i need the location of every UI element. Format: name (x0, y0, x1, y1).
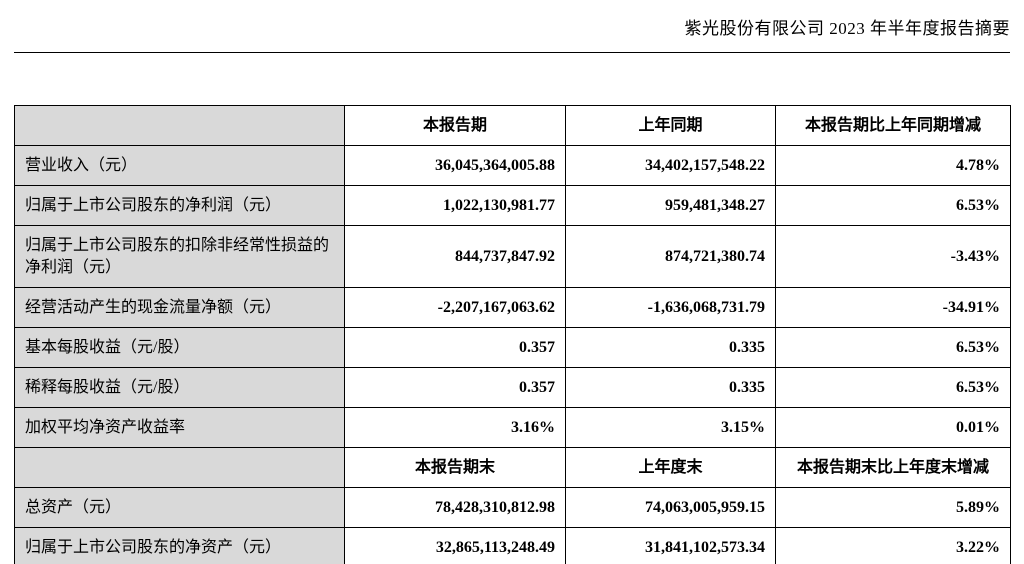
table-row-net-profit-deducted: 归属于上市公司股东的扣除非经常性损益的净利润（元） 844,737,847.92… (14, 225, 1011, 288)
current-value: 0.357 (344, 327, 566, 368)
prior-value: 31,841,102,573.34 (565, 527, 776, 564)
table-row-weighted-roe: 加权平均净资产收益率 3.16% 3.15% 0.01% (14, 407, 1011, 448)
table-row-total-assets: 总资产（元） 78,428,310,812.98 74,063,005,959.… (14, 487, 1011, 528)
row-label: 基本每股收益（元/股） (14, 327, 345, 368)
prior-value: 3.15% (565, 407, 776, 448)
table-row-revenue: 营业收入（元） 36,045,364,005.88 34,402,157,548… (14, 145, 1011, 186)
change-value: 6.53% (775, 367, 1011, 408)
change-value: 4.78% (775, 145, 1011, 186)
current-value: 0.357 (344, 367, 566, 408)
table-row-net-profit: 归属于上市公司股东的净利润（元） 1,022,130,981.77 959,48… (14, 185, 1011, 226)
change-value: 3.22% (775, 527, 1011, 564)
row-label: 归属于上市公司股东的净资产（元） (14, 527, 345, 564)
current-value: 1,022,130,981.77 (344, 185, 566, 226)
current-value: 78,428,310,812.98 (344, 487, 566, 528)
row-label: 归属于上市公司股东的扣除非经常性损益的净利润（元） (14, 225, 345, 288)
col-header-prior-period: 上年同期 (565, 105, 776, 146)
period-header-row: 本报告期 上年同期 本报告期比上年同期增减 (14, 105, 1011, 146)
current-value: -2,207,167,063.62 (344, 287, 566, 328)
prior-value: 874,721,380.74 (565, 225, 776, 288)
header-divider (14, 52, 1010, 53)
prior-value: 959,481,348.27 (565, 185, 776, 226)
col-header-change: 本报告期比上年同期增减 (775, 105, 1011, 146)
change-value: -3.43% (775, 225, 1011, 288)
current-value: 32,865,113,248.49 (344, 527, 566, 564)
prior-value: 34,402,157,548.22 (565, 145, 776, 186)
prior-value: 0.335 (565, 327, 776, 368)
col-header-current-period: 本报告期 (344, 105, 566, 146)
change-value: 0.01% (775, 407, 1011, 448)
empty-corner-cell (14, 447, 345, 488)
table-row-basic-eps: 基本每股收益（元/股） 0.357 0.335 6.53% (14, 327, 1011, 368)
prior-value: 74,063,005,959.15 (565, 487, 776, 528)
prior-value: 0.335 (565, 367, 776, 408)
change-value: -34.91% (775, 287, 1011, 328)
change-value: 5.89% (775, 487, 1011, 528)
col-header-period-end: 本报告期末 (344, 447, 566, 488)
row-label: 加权平均净资产收益率 (14, 407, 345, 448)
table-row-cash-flow: 经营活动产生的现金流量净额（元） -2,207,167,063.62 -1,63… (14, 287, 1011, 328)
row-label: 营业收入（元） (14, 145, 345, 186)
current-value: 3.16% (344, 407, 566, 448)
current-value: 844,737,847.92 (344, 225, 566, 288)
empty-corner-cell (14, 105, 345, 146)
table-row-net-assets: 归属于上市公司股东的净资产（元） 32,865,113,248.49 31,84… (14, 527, 1011, 564)
row-label: 总资产（元） (14, 487, 345, 528)
financial-summary-table: 本报告期 上年同期 本报告期比上年同期增减 营业收入（元） 36,045,364… (14, 105, 1011, 564)
row-label: 经营活动产生的现金流量净额（元） (14, 287, 345, 328)
current-value: 36,045,364,005.88 (344, 145, 566, 186)
col-header-end-change: 本报告期末比上年度末增减 (775, 447, 1011, 488)
table-row-diluted-eps: 稀释每股收益（元/股） 0.357 0.335 6.53% (14, 367, 1011, 408)
document-title: 紫光股份有限公司 2023 年半年度报告摘要 (684, 19, 1010, 38)
row-label: 归属于上市公司股东的净利润（元） (14, 185, 345, 226)
row-label: 稀释每股收益（元/股） (14, 367, 345, 408)
change-value: 6.53% (775, 185, 1011, 226)
col-header-prior-year-end: 上年度末 (565, 447, 776, 488)
period-end-header-row: 本报告期末 上年度末 本报告期末比上年度末增减 (14, 447, 1011, 488)
change-value: 6.53% (775, 327, 1011, 368)
prior-value: -1,636,068,731.79 (565, 287, 776, 328)
